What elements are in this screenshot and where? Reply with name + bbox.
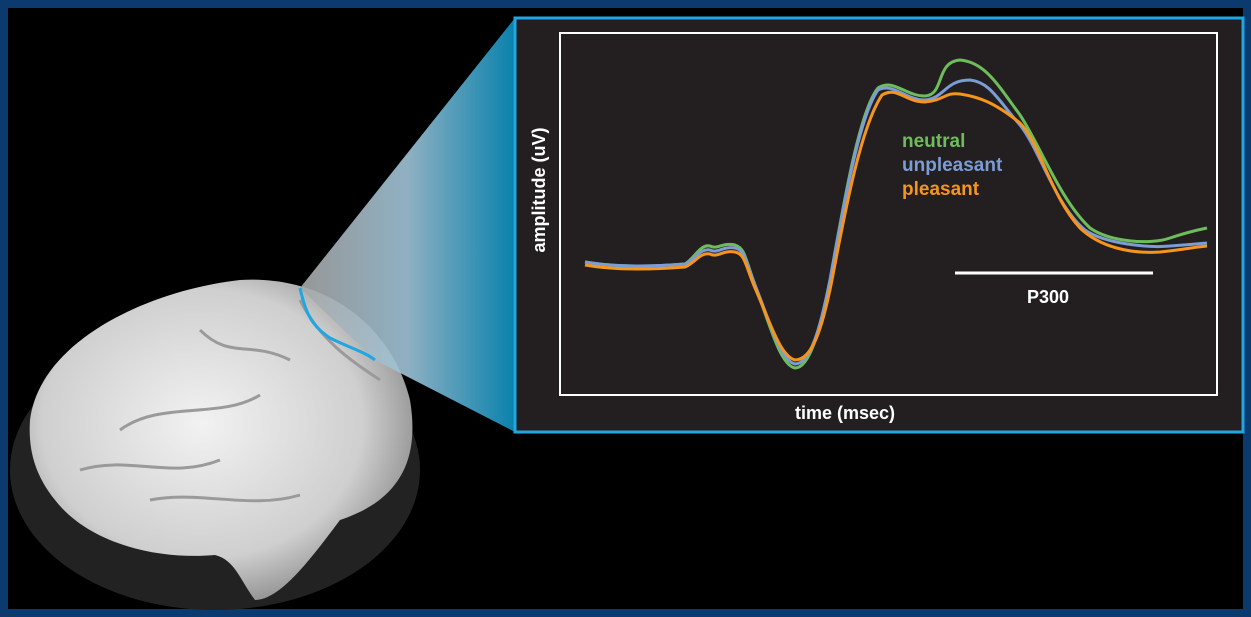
legend-pleasant: pleasant [902,179,980,200]
region-outline [298,287,376,362]
zoom-fan [300,18,515,432]
brain [29,279,413,600]
legend-unpleasant: unpleasant [902,155,1003,176]
pleasant-curve [584,90,1208,362]
x-label: time (msec) [795,403,895,423]
y-label: amplitude (uV) [529,127,549,252]
brain-folds [79,299,381,503]
plot-frame [559,32,1218,396]
inset-box [513,16,1245,434]
legend-neutral: neutral [902,131,965,152]
p300-label: P300 [1027,287,1069,307]
